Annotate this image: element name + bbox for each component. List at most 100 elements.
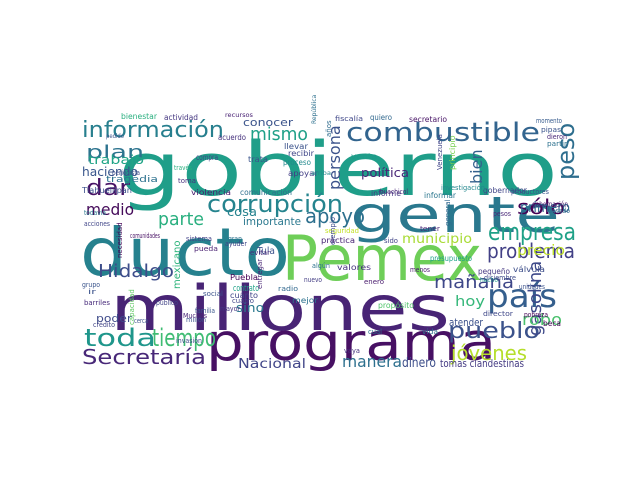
cloud-word: jóvenes <box>450 341 527 365</box>
cloud-word: cual <box>368 328 382 336</box>
cloud-word: peso <box>552 123 580 180</box>
cloud-word: actividad <box>164 113 198 122</box>
cloud-word: atender <box>449 316 483 329</box>
cloud-word: empresa <box>488 218 576 246</box>
cloud-word: diciembre <box>484 274 516 282</box>
cloud-word: público <box>156 299 178 307</box>
cloud-word: Puebla <box>230 273 258 282</box>
cloud-word: pesos <box>493 210 511 218</box>
cloud-word: gente <box>350 186 560 244</box>
cloud-word: social <box>203 290 223 298</box>
cloud-word: apoyo <box>305 204 365 228</box>
cloud-word: quiero <box>370 113 392 122</box>
cloud-word: gran <box>228 235 242 243</box>
cloud-word: comunidades <box>130 232 160 240</box>
cloud-word: ayuder <box>225 240 247 248</box>
cloud-word: importante <box>243 215 301 228</box>
cloud-word: años <box>325 120 333 137</box>
cloud-word: pobreza <box>524 311 548 319</box>
cloud-word: pasado <box>548 207 570 215</box>
cloud-word: informe <box>371 189 401 198</box>
cloud-word: Tlahuelilpan <box>81 186 132 195</box>
cloud-word: vida <box>422 328 438 336</box>
cloud-word: tener <box>420 225 440 233</box>
cloud-word: acciones <box>84 220 110 228</box>
cloud-word: conocer <box>243 116 294 129</box>
cloud-word: toda <box>84 324 156 352</box>
cloud-word: contrato <box>233 284 259 294</box>
cloud-word: millones <box>110 272 450 345</box>
cloud-word: gobierno <box>118 127 558 213</box>
cloud-word: pueda <box>194 245 218 253</box>
cloud-word: gasolina <box>525 261 546 336</box>
cloud-word: mismo <box>250 124 308 145</box>
cloud-word: mañana <box>434 272 514 293</box>
cloud-word: valores <box>337 263 371 272</box>
cloud-word: partir <box>547 140 567 148</box>
cloud-word: nuevo <box>304 276 322 284</box>
cloud-word: República <box>311 94 318 124</box>
cloud-word: evitar <box>250 249 270 257</box>
cloud-word: Pemex <box>282 222 482 295</box>
cloud-word: entregar <box>256 259 264 289</box>
cloud-word: trabajo <box>88 153 144 167</box>
cloud-word: cosa <box>227 205 257 219</box>
cloud-word: mejor <box>292 296 319 305</box>
cloud-word: práctica <box>321 236 355 245</box>
cloud-word: manera <box>342 352 402 371</box>
cloud-word: robo <box>522 310 562 329</box>
cloud-word: enero <box>364 278 384 286</box>
cloud-word: ejemplo <box>329 217 337 245</box>
cloud-word: director <box>483 310 513 318</box>
cloud-word: tiempo <box>152 324 216 352</box>
cloud-word: dinero <box>402 356 436 371</box>
cloud-word: violencia <box>191 188 231 197</box>
cloud-word: recursos <box>225 112 253 119</box>
cloud-word: barriles <box>84 299 110 307</box>
cloud-word: huachicol <box>380 188 408 196</box>
cloud-word: crédito <box>93 321 115 329</box>
cloud-word: pipas <box>541 126 561 134</box>
cloud-word: precio <box>517 243 565 259</box>
cloud-word: arriba <box>311 170 331 177</box>
cloud-word: mexicano <box>172 241 183 290</box>
cloud-word: sino <box>236 301 264 315</box>
cloud-word: sistema <box>186 235 212 243</box>
cloud-word: familia <box>195 307 215 315</box>
cloud-word: recibir <box>288 149 315 158</box>
cloud-word: información <box>82 118 224 143</box>
cloud-word: pueblo <box>448 319 540 344</box>
cloud-word: sido <box>384 237 398 245</box>
cloud-word: dar <box>86 176 131 201</box>
cloud-word: fiscalía <box>335 115 363 123</box>
cloud-word: válvula <box>513 265 545 274</box>
cloud-word: sólo <box>517 195 565 219</box>
cloud-word: todavía <box>84 209 106 217</box>
cloud-word: unidades <box>519 283 545 291</box>
cloud-word: Tula <box>256 246 275 257</box>
cloud-word: Muchas <box>183 312 207 320</box>
cloud-word: invasión <box>176 337 202 345</box>
cloud-word: mayor <box>220 305 240 313</box>
cloud-word: investigación <box>441 184 485 192</box>
cloud-word: grupo <box>82 281 100 289</box>
cloud-word: Secretaría <box>82 345 206 369</box>
cloud-word: venta <box>351 152 377 161</box>
cloud-word: política <box>361 166 409 180</box>
cloud-word: pedido <box>106 133 124 140</box>
cloud-word: trata <box>248 155 268 164</box>
cloud-word: capacidad <box>128 289 136 325</box>
cloud-word: informar <box>424 191 457 200</box>
cloud-word: medio <box>86 200 134 219</box>
cloud-word: tomas clandestinas <box>440 357 524 370</box>
cloud-word: bien <box>467 149 486 184</box>
cloud-word: tragedia <box>106 175 158 185</box>
cloud-word: dieron <box>547 133 567 141</box>
cloud-word: Venezuela <box>436 134 444 170</box>
cloud-word: ir <box>88 288 96 296</box>
cloud-word: gobernador <box>483 186 528 195</box>
cloud-word: algún <box>312 262 330 270</box>
cloud-word: Nacional <box>238 357 306 372</box>
cloud-word: plan <box>86 142 144 163</box>
cloud-word: productores <box>511 188 549 196</box>
